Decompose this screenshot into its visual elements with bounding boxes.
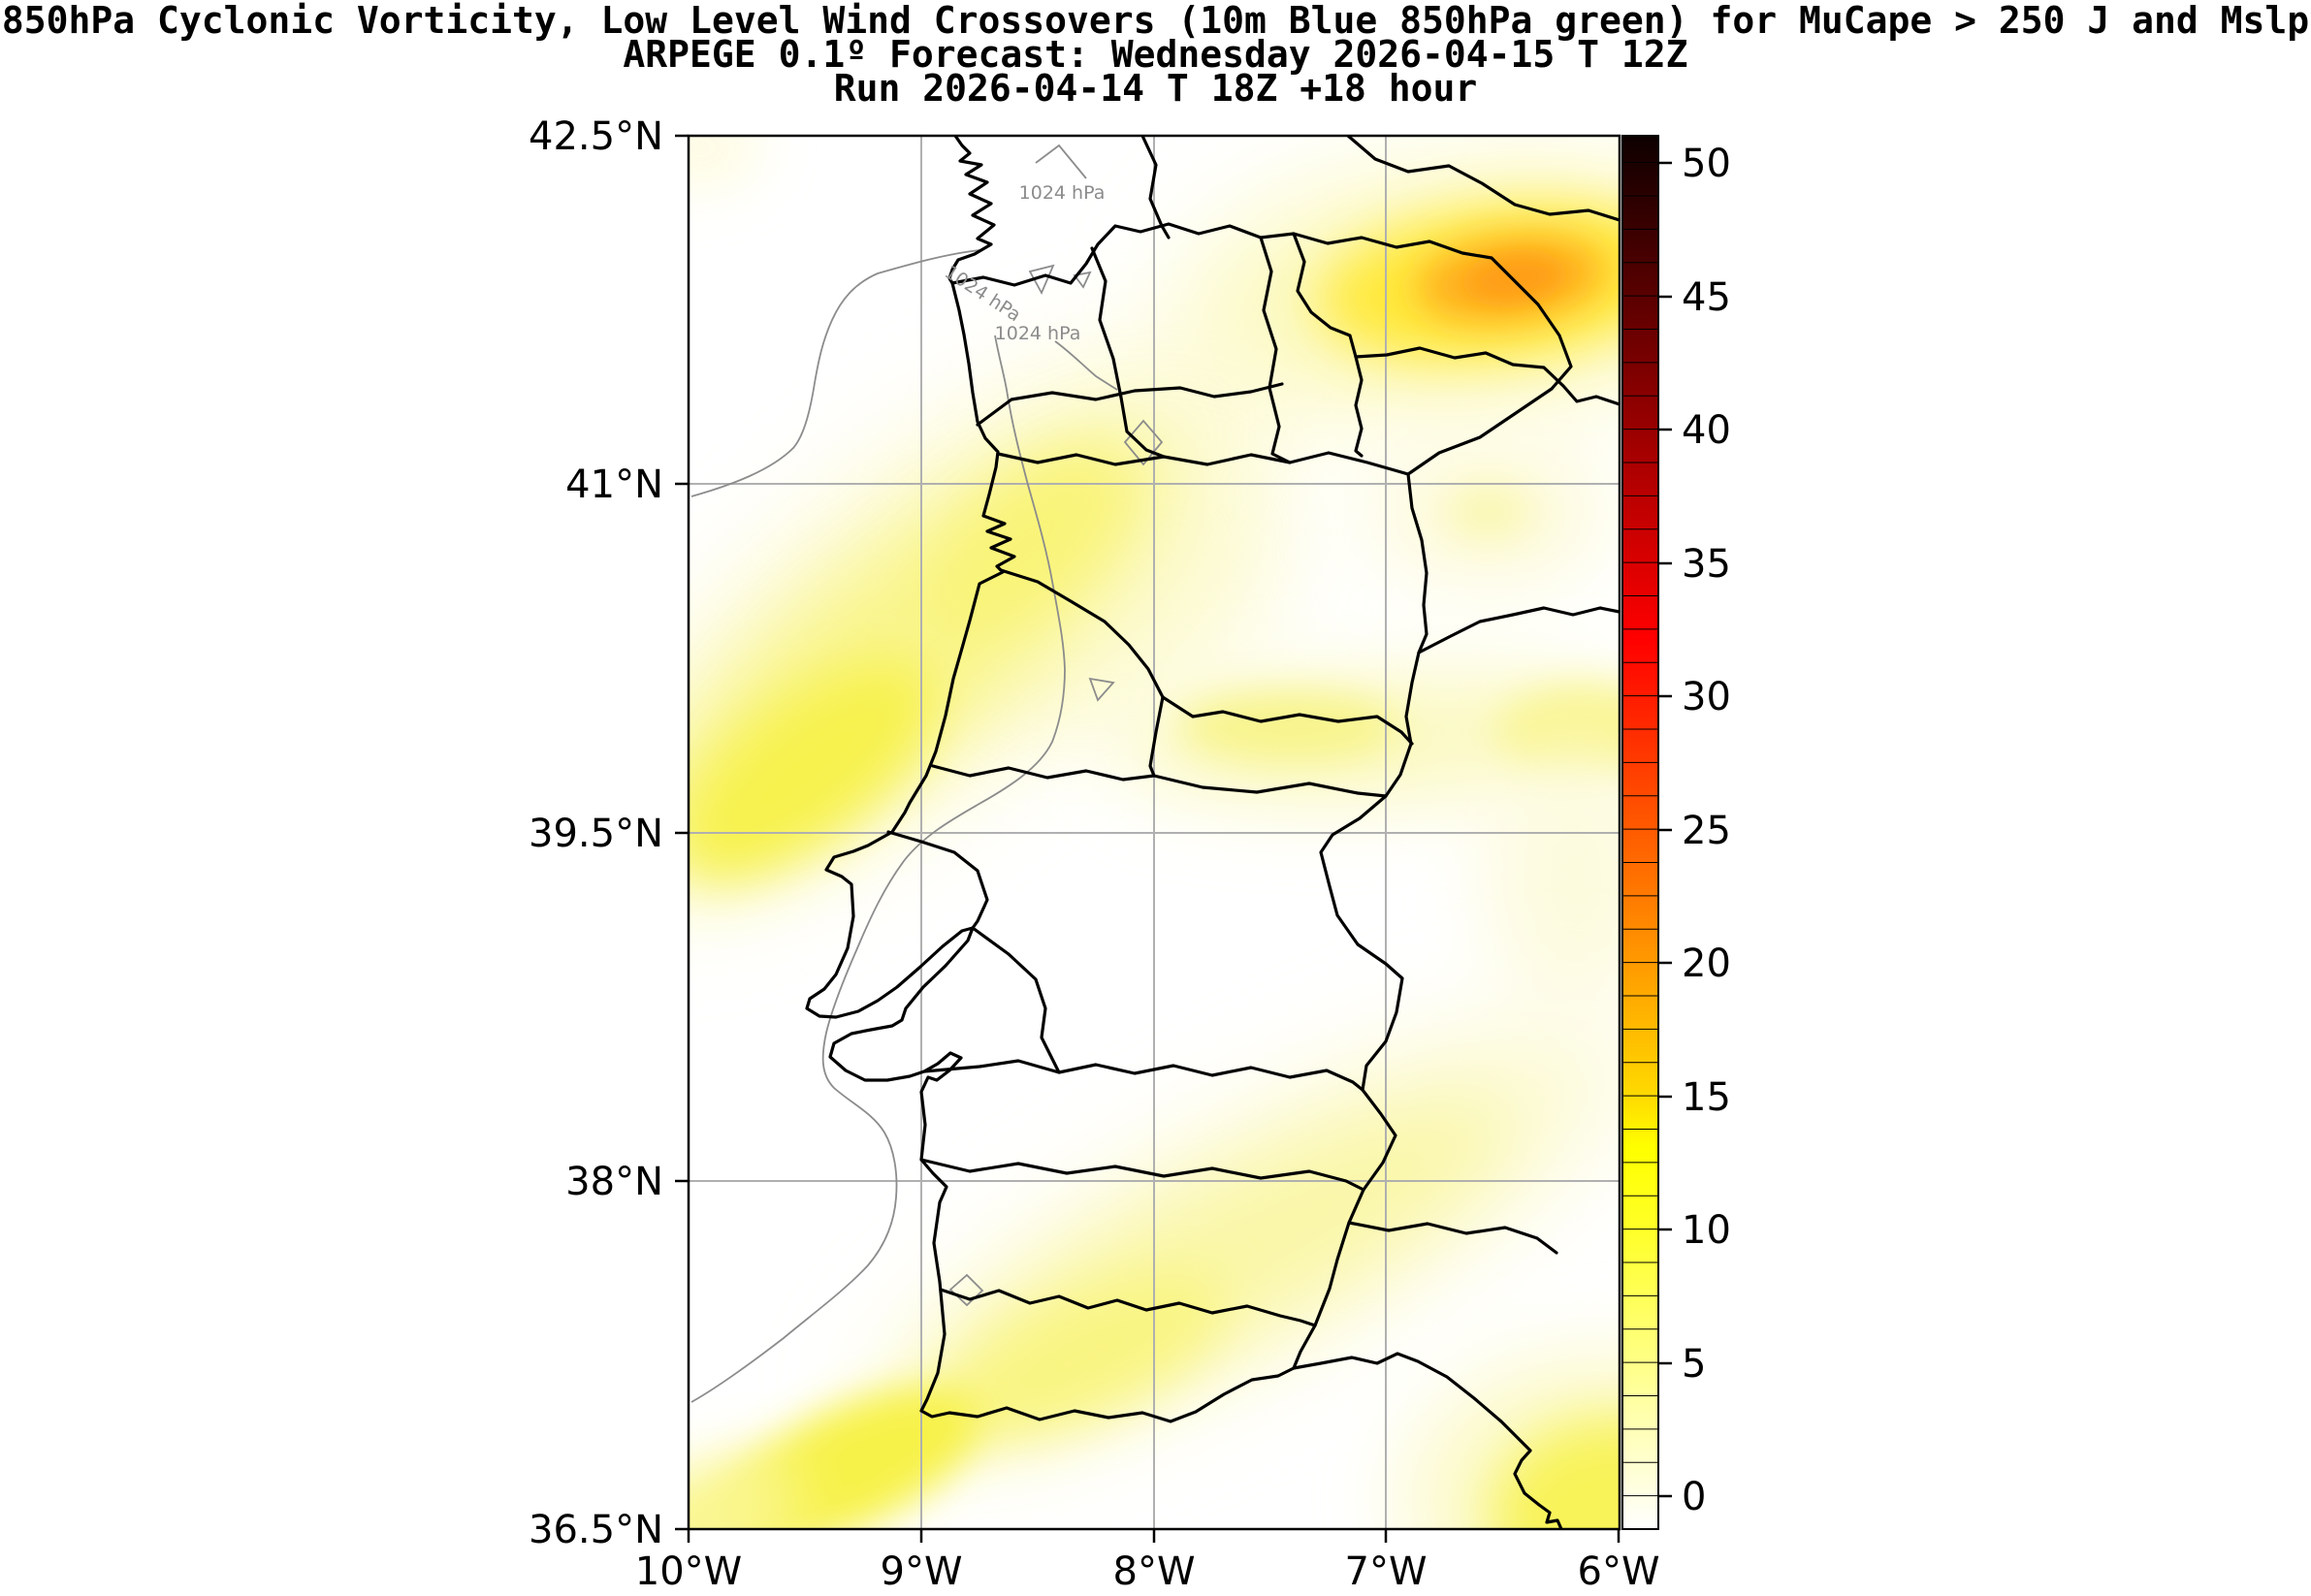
district-border-lisboa-santarem <box>886 830 989 930</box>
province-border-galicia-leon <box>1346 136 1620 222</box>
lat-tick-38n: 38°N <box>565 1160 663 1204</box>
mslp-contour-diamond-1 <box>1123 419 1164 466</box>
cb-tick-40: 40 <box>1682 408 1731 453</box>
cb-tick-0: 0 <box>1682 1475 1706 1519</box>
province-border-pontevedra-ourense <box>1140 136 1171 239</box>
spain-portugal-border <box>950 222 1573 1370</box>
province-border-badajoz-huelva <box>1347 1221 1558 1255</box>
district-border-beja-north <box>919 1158 1365 1192</box>
shade-ne-max-hotspot <box>1468 256 1561 301</box>
district-border-vila-real-west <box>1090 246 1166 459</box>
lat-tick-39-5n: 39.5°N <box>529 812 663 856</box>
mslp-contour-open-v <box>1035 144 1087 179</box>
boundaries <box>805 136 1620 1529</box>
province-border-salamanca-caceres <box>1417 606 1620 654</box>
mslp-contour-spur <box>1054 340 1118 391</box>
mslp-contour-triangle-3 <box>1088 677 1115 702</box>
colorbar-gradient <box>1622 136 1658 1529</box>
lat-tick-41n: 41°N <box>565 463 663 507</box>
lat-tick-42-5n: 42.5°N <box>529 114 663 159</box>
title-block: 850hPa Cyclonic Vorticity, Low Level Win… <box>0 0 2311 110</box>
mslp-contour-offshore <box>690 249 980 497</box>
mslp-contour-coastal <box>690 335 1066 1403</box>
colorbar-separators <box>1622 162 1658 1497</box>
mslp-contour-triangle-2 <box>1073 271 1092 289</box>
vorticity-shading <box>689 136 1620 1529</box>
cb-tick-20: 20 <box>1682 942 1731 986</box>
lon-tick-6w: 6°W <box>1578 1549 1660 1594</box>
province-border-ourense-zamora <box>1292 232 1364 458</box>
mslp-label-1: 1024 hPa <box>1019 182 1106 204</box>
cb-tick-10: 10 <box>1682 1208 1731 1253</box>
graticule <box>689 136 1620 1529</box>
axis-ticks <box>675 134 1621 1543</box>
cb-tick-5: 5 <box>1682 1342 1706 1387</box>
lon-tick-7w: 7°W <box>1345 1549 1428 1594</box>
figure-title-line2: ARPEGE 0.1º Forecast: Wednesday 2026-04-… <box>623 33 1688 76</box>
mslp-labels: 1024 hPa 1024 hPa 1024 hPa <box>941 182 1105 344</box>
district-border-evora-north <box>922 1059 1364 1092</box>
lon-axis-labels: 10°W 9°W 8°W 7°W 6°W <box>635 1549 1660 1594</box>
shade-east-faint-center <box>1445 485 1532 539</box>
shade-nw-band-core-coast <box>926 457 1120 639</box>
district-border-setubal-evora <box>971 926 1061 1074</box>
district-border-leiria-castelo <box>931 764 1388 798</box>
lon-tick-9w: 9°W <box>881 1549 963 1594</box>
mslp-contour-diamond-2 <box>948 1273 984 1307</box>
district-border-algarve-north <box>939 1288 1317 1327</box>
mslp-contour-triangle-1 <box>1028 264 1055 296</box>
district-border-douro <box>996 451 1410 476</box>
district-border-braga-porto <box>976 382 1284 427</box>
shade-nw-band-core-west <box>689 661 935 880</box>
cb-tick-35: 35 <box>1682 542 1731 587</box>
colorbar-frame <box>1621 135 1659 1530</box>
figure-title-line3: Run 2026-04-14 T 18Z +18 hour <box>833 67 1478 110</box>
lat-axis-labels: 42.5°N 41°N 39.5°N 38°N 36.5°N <box>529 114 663 1552</box>
colorbar-ticks <box>1658 161 1672 1498</box>
lon-tick-8w: 8°W <box>1113 1549 1196 1594</box>
shade-top-left-cream <box>689 136 763 191</box>
shade-central-band-core-west <box>1178 692 1401 762</box>
shade-sw-corner-edge <box>689 1457 805 1529</box>
lat-tick-36-5n: 36.5°N <box>529 1508 663 1552</box>
district-border-coimbra-east <box>1148 695 1165 778</box>
figure-title-line1: 850hPa Cyclonic Vorticity, Low Level Win… <box>1 0 2310 42</box>
mslp-label-3: 1024 hPa <box>995 323 1081 344</box>
mslp-contours <box>690 144 1164 1403</box>
cb-tick-15: 15 <box>1682 1075 1731 1120</box>
district-border-braganca-west <box>1259 236 1292 464</box>
cb-tick-30: 30 <box>1682 675 1731 719</box>
province-border-zamora-leon <box>1354 346 1620 406</box>
shade-se-band-core-mid <box>947 1274 1225 1437</box>
cb-tick-50: 50 <box>1682 142 1731 186</box>
cb-tick-25: 25 <box>1682 809 1731 853</box>
lon-tick-10w: 10°W <box>635 1549 742 1594</box>
colorbar: 0 5 10 15 20 25 30 35 40 45 50 <box>1621 135 1731 1530</box>
mslp-label-2: 1024 hPa <box>941 262 1024 327</box>
shade-east-edge-connector <box>1484 751 1620 1004</box>
shade-se-corner-core <box>1492 1418 1620 1529</box>
district-border-viseu-south <box>999 568 1414 746</box>
colorbar-labels: 0 5 10 15 20 25 30 35 40 45 50 <box>1682 142 1731 1519</box>
cb-tick-45: 45 <box>1682 275 1731 320</box>
